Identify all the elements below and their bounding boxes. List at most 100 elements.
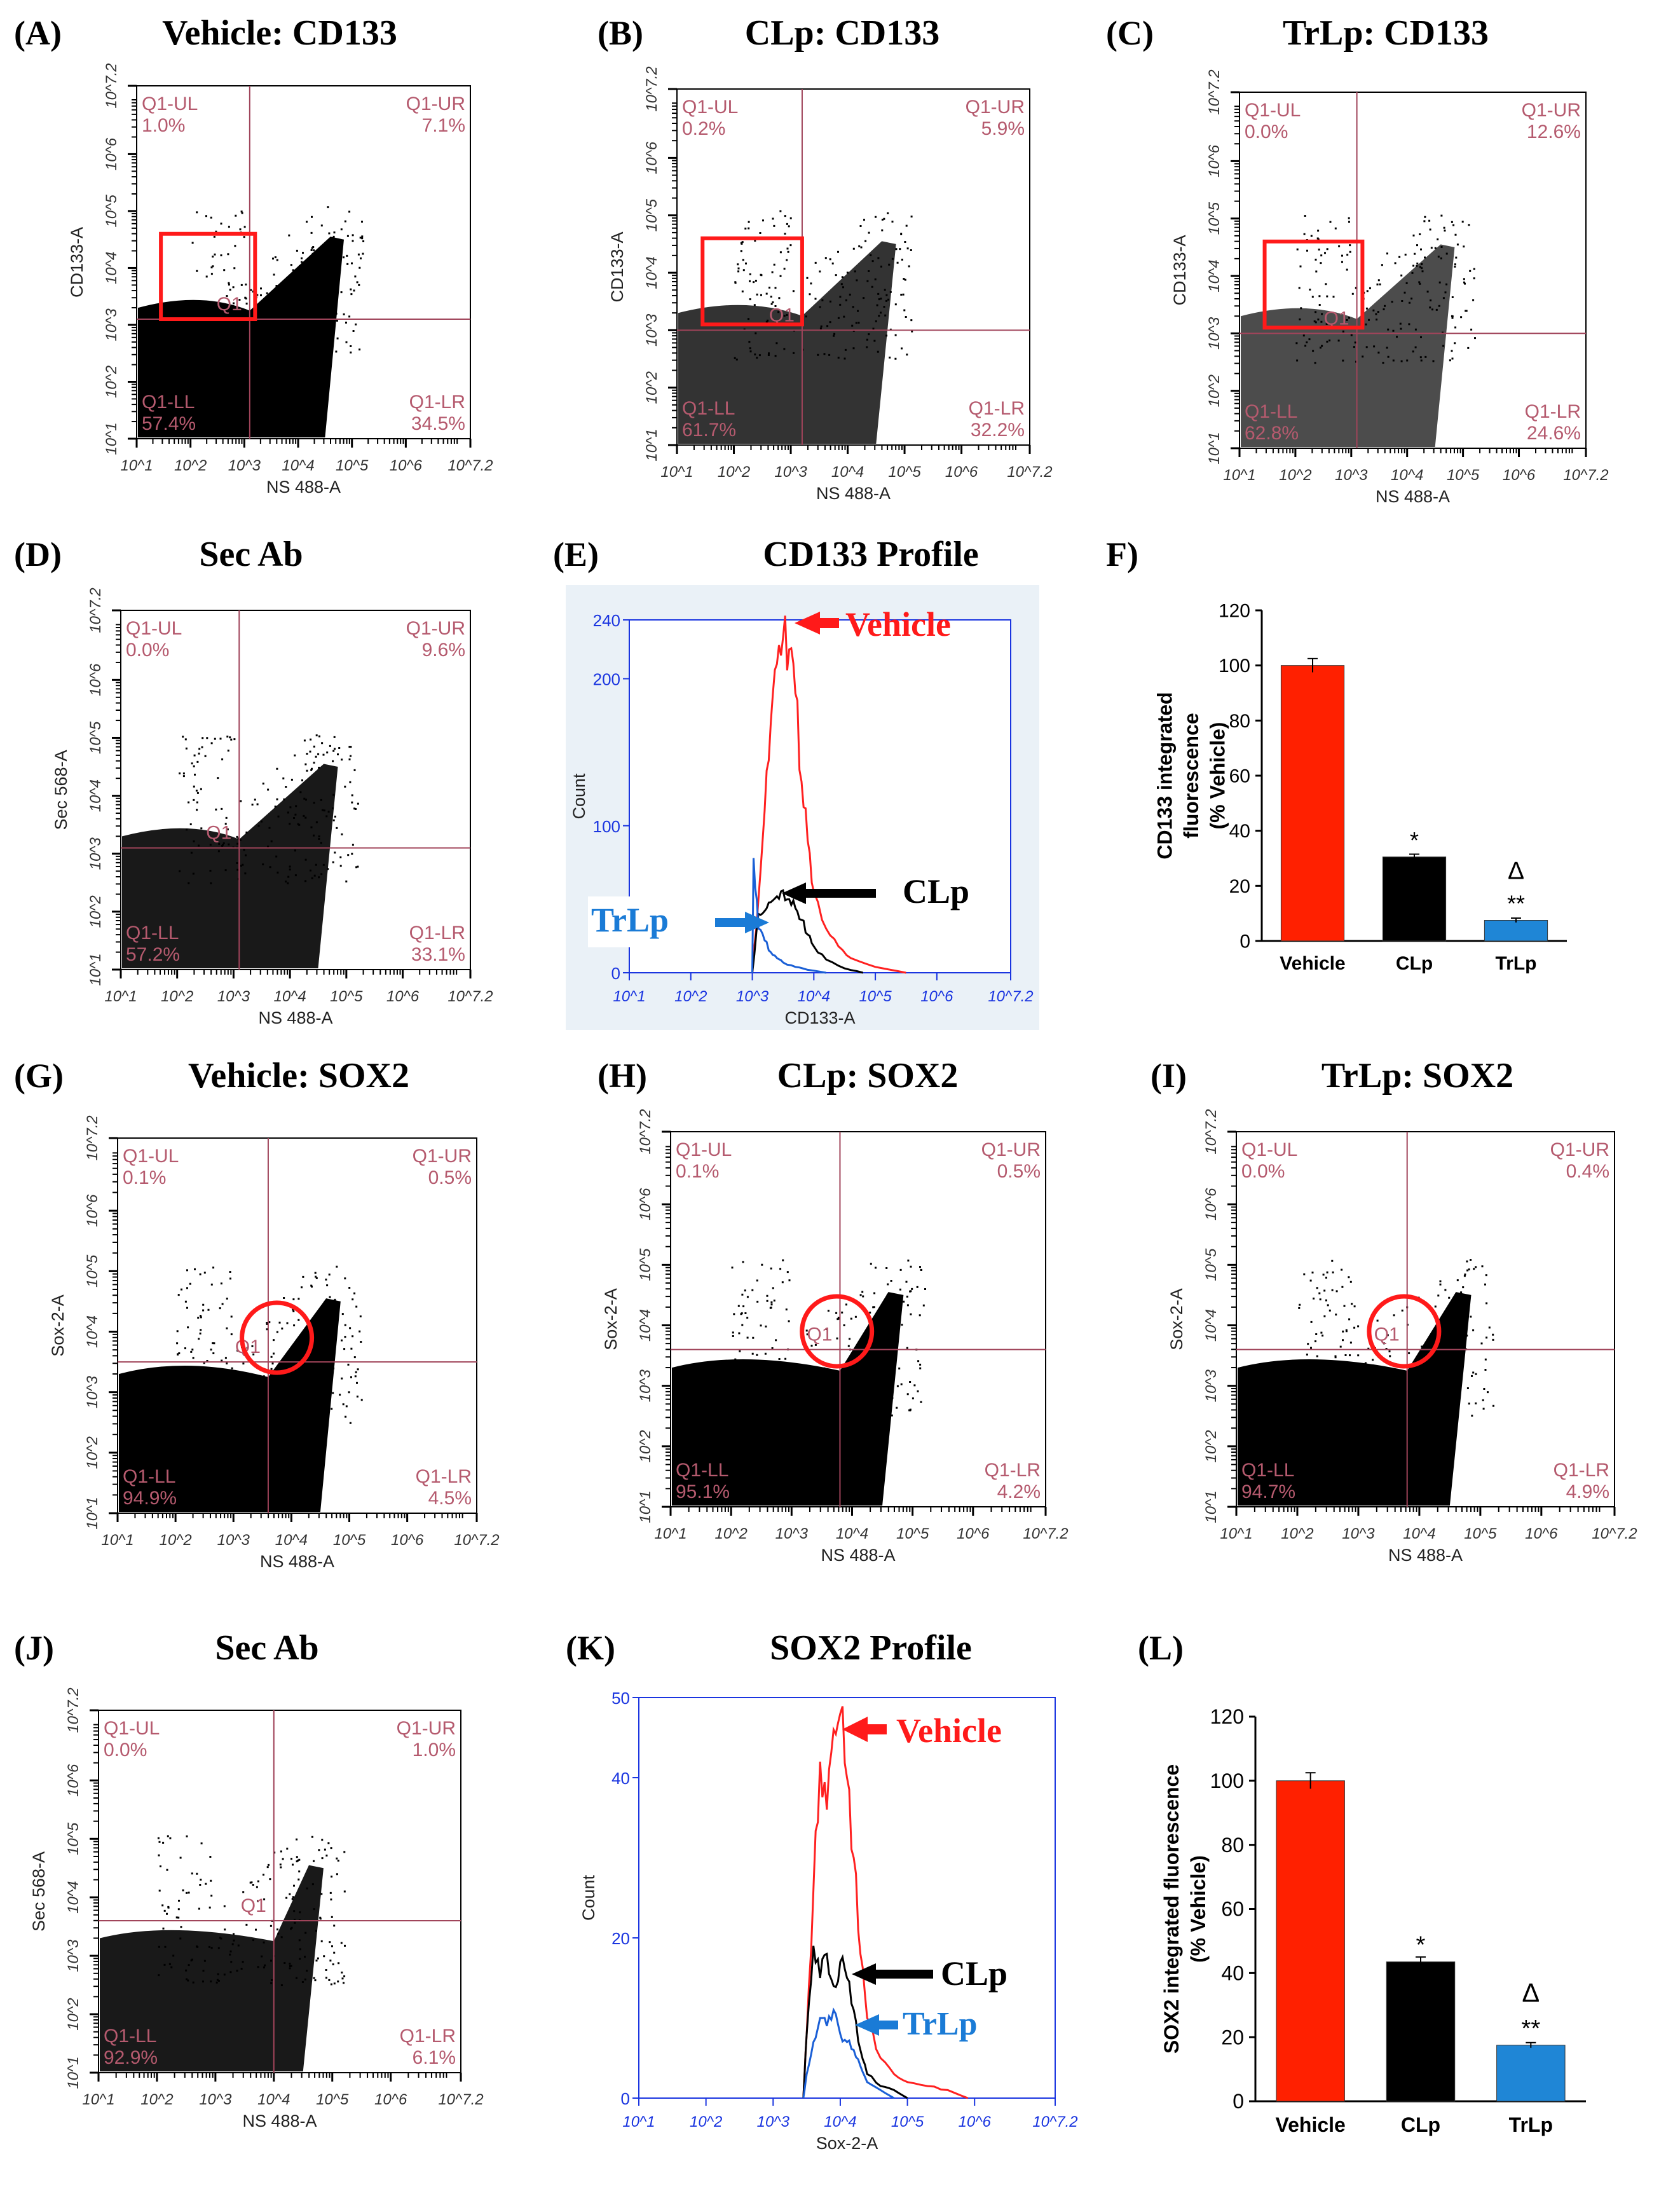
x-tick-label: 10^5 [333,1532,366,1549]
x-tick-label: 10^2 [161,988,193,1005]
x-tick-label: 10^1 [104,988,137,1005]
x-tick-label: 10^1 [660,463,693,481]
quadrant-ul-name: Q1-UL [126,618,182,639]
y-tick-label: 10^5 [84,1254,101,1287]
quadrant-lr-name: Q1-LR [985,1460,1041,1481]
event-cloud [138,237,345,437]
panel-title-H: CLp: SOX2 [777,1056,959,1095]
delta-mark: Δ [1522,1977,1540,2007]
y-tick-label: 10^6 [1206,144,1223,177]
panel-label-I: (I) [1151,1057,1187,1095]
x-tick-label: 10^4 [282,457,314,474]
quadrant-ul-pct: 1.0% [142,115,185,136]
y-tick-label: 10^1 [1206,432,1223,464]
y-tick-label: 10^5 [87,721,104,754]
y-axis-label: SOX2 integrated fluorescence [1160,1764,1183,2054]
quadrant-ur-name: Q1-UR [981,1139,1041,1160]
panel-label-J: (J) [14,1629,54,1667]
y-tick-label: 20 [1229,876,1250,897]
x-tick-label: 10^4 [824,2113,856,2131]
x-axis-label: NS 488-A [266,477,341,497]
quadrant-ll-pct: 62.8% [1245,423,1299,444]
y-axis-label: fluorescence [1180,713,1203,838]
x-tick-label: 10^1 [120,457,153,474]
significance-mark: ** [1521,2015,1540,2042]
x-tick-label: 10^1 [101,1532,133,1549]
quadrant-ul-name: Q1-UL [1245,100,1301,121]
significance-mark: * [1410,827,1419,853]
vehicle-annotation: Vehicle [845,605,951,643]
x-tick-label: 10^5 [891,2113,924,2131]
y-tick-label: 240 [593,611,620,630]
y-axis-label: (% Vehicle) [1187,1855,1210,1963]
y-tick-label: 10^5 [643,198,660,231]
x-tick-label: 10^6 [391,1532,424,1549]
quadrant-ul-pct: 0.0% [104,1740,147,1760]
x-tick-label: Vehicle [1276,2113,1346,2136]
x-tick-label: 10^2 [140,2091,173,2108]
x-tick-label: 10^3 [775,1525,809,1542]
y-axis-label: Sec 568-A [51,750,71,830]
y-tick-label: 10^3 [103,308,120,341]
panel-label-D: (D) [14,535,62,573]
trlp-arrowhead [745,912,769,933]
x-tick-label: TrLp [1496,953,1537,974]
x-axis-label: NS 488-A [260,1552,334,1571]
plot-frame [98,1710,461,2073]
quadrant-ur-pct: 5.9% [981,118,1025,139]
y-tick-label: 10^3 [643,313,660,347]
x-tick-label: 10^3 [736,988,769,1005]
x-tick-label: 10^3 [1335,467,1368,484]
y-tick-label: 20 [611,1929,630,1948]
quadrant-ll-pct: 94.9% [123,1488,177,1509]
y-axis-label: CD133-A [1170,235,1189,305]
x-tick-label: 10^6 [386,988,420,1005]
plot-frame [676,88,1030,446]
y-tick-label: 10^1 [65,2056,82,2089]
x-tick-label: 10^7.2 [1032,2113,1077,2131]
x-tick-label: 10^6 [920,988,953,1005]
y-tick-label: 10^3 [637,1369,654,1402]
y-tick-label: 10^7.2 [87,587,104,633]
panel-label-C: (C) [1106,14,1154,52]
event-cloud [119,1298,341,1512]
quadrant-ll-name: Q1-LL [682,398,735,419]
y-tick-label: 10^4 [65,1881,82,1914]
quadrant-lr-name: Q1-LR [1554,1460,1609,1481]
x-tick-label: CLp [1396,953,1433,974]
histogram-E: (E) CD133 Profile 0 100 200 240 10^1 10^2 10^3 10… [553,535,1039,1030]
quadrant-ul-pct: 0.2% [682,118,725,139]
x-tick-label: 10^3 [757,2113,790,2131]
gate-label: Q1 [807,1324,832,1345]
x-tick-label: 10^2 [159,1532,191,1549]
quadrant-ul-name: Q1-UL [1241,1139,1297,1160]
y-axis-label: Sox-2-A [1167,1288,1186,1350]
quadrant-ll-name: Q1-LL [104,2026,156,2047]
x-tick-label: 10^5 [336,457,369,474]
y-tick-label: 10^1 [1203,1490,1220,1523]
series-line-clp [751,889,864,974]
event-cloud [122,764,338,968]
y-tick-label: 10^1 [637,1490,654,1523]
bar-clp [1382,856,1447,942]
x-tick-label: 10^7.2 [1563,467,1608,484]
y-tick-label: 40 [611,1769,630,1788]
quadrant-ll-pct: 94.7% [1241,1481,1295,1502]
y-tick-label: 10^4 [87,779,104,812]
quadrant-ur-pct: 9.6% [422,640,465,661]
x-tick-label: Vehicle [1280,953,1345,974]
scatter-plot-G: (G) Vehicle: SOX2 10^110^1 10^2 10^2 10^3 10^3… [14,1056,500,1571]
x-tick-label: 10^7.2 [1007,463,1052,481]
bar-trlp [1484,920,1548,942]
quadrant-ul-pct: 0.1% [123,1167,166,1188]
panel-title-I: TrLp: SOX2 [1321,1056,1513,1095]
gate-circle [1367,1294,1442,1369]
y-tick-label: 120 [1210,1705,1244,1728]
gate-label: Q1 [217,294,242,315]
x-axis-label: CD133-A [784,1008,855,1027]
quadrant-lr-pct: 34.5% [411,413,465,434]
y-tick-label: 10^3 [1206,317,1223,350]
x-tick-label: 10^1 [82,2091,114,2108]
x-tick-label: 10^6 [1525,1525,1558,1542]
scatter-plot-B: (B) CLp: CD133 10^110^1 10^2 10^2 10^3 10^3 10^… [598,13,1053,503]
